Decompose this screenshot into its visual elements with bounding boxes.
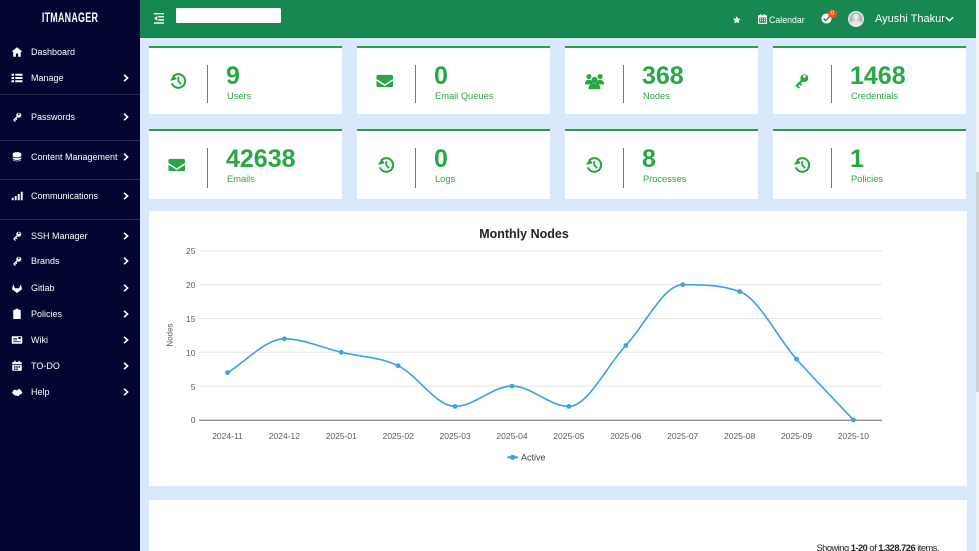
svg-text:Active: Active xyxy=(521,453,546,463)
svg-text:2025-01: 2025-01 xyxy=(326,431,357,441)
svg-text:2025-02: 2025-02 xyxy=(383,431,414,441)
svg-text:2024-11: 2024-11 xyxy=(212,431,243,441)
svg-text:2025-05: 2025-05 xyxy=(553,431,584,441)
svg-text:2025-07: 2025-07 xyxy=(667,431,698,441)
svg-text:2024-12: 2024-12 xyxy=(269,431,300,441)
svg-text:5: 5 xyxy=(191,382,196,392)
svg-text:0: 0 xyxy=(191,415,196,425)
svg-text:Nodes: Nodes xyxy=(166,323,175,346)
svg-text:2025-03: 2025-03 xyxy=(439,431,470,441)
svg-text:20: 20 xyxy=(186,280,196,290)
svg-text:2025-10: 2025-10 xyxy=(838,431,869,441)
svg-text:15: 15 xyxy=(186,314,196,324)
svg-text:25: 25 xyxy=(186,246,196,256)
svg-text:2025-09: 2025-09 xyxy=(781,431,812,441)
svg-text:2025-06: 2025-06 xyxy=(610,431,641,441)
svg-text:10: 10 xyxy=(186,348,196,358)
svg-text:2025-04: 2025-04 xyxy=(496,431,527,441)
svg-text:2025-08: 2025-08 xyxy=(724,431,755,441)
